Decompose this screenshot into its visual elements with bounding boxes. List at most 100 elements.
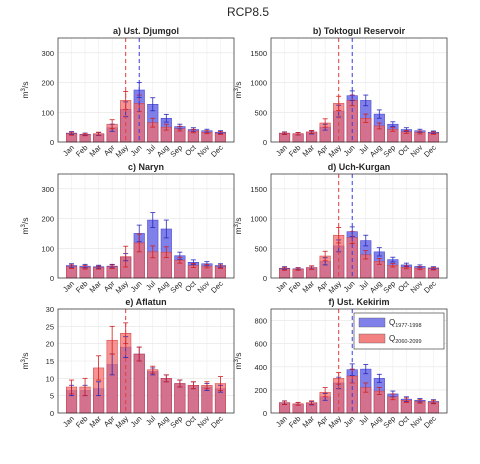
x-tick-label: Aug <box>155 414 171 430</box>
x-tick-label: Mar <box>301 143 317 159</box>
error-bar <box>163 123 169 131</box>
x-tick-label: Sep <box>168 279 184 295</box>
bar-future <box>160 378 172 414</box>
error-bar <box>322 387 328 398</box>
legend: Q1977-1998 Q2060-2099 <box>353 312 445 350</box>
x-tick-label: Jun <box>342 414 357 429</box>
x-tick-label: Jun <box>129 279 144 294</box>
x-tick-label: Feb <box>74 279 90 295</box>
error-bar <box>150 245 156 259</box>
error-bar <box>217 264 223 269</box>
x-tick-label: Nov <box>409 143 425 159</box>
error-bar <box>82 132 88 137</box>
error-bar <box>282 266 288 271</box>
y-tick-label: 5 <box>50 392 54 401</box>
legend-label-baseline: Q1977-1998 <box>389 318 422 329</box>
error-bar <box>96 381 102 397</box>
y-tick-label: 100 <box>41 244 54 253</box>
y-tick-label: 0 <box>263 138 267 147</box>
error-bar <box>163 246 169 258</box>
x-tick-label: Dec <box>209 414 225 430</box>
x-tick-label: Jun <box>129 143 144 158</box>
y-axis-label: m3/s <box>233 81 243 98</box>
x-tick-label: Oct <box>183 278 198 293</box>
error-bar <box>417 130 423 135</box>
error-bar <box>295 267 301 271</box>
x-tick-label: Feb <box>287 414 303 430</box>
x-tick-label: Feb <box>287 279 303 295</box>
error-bar <box>282 400 288 405</box>
error-bar <box>190 381 196 390</box>
y-tick-label: 0 <box>263 409 267 418</box>
error-bar <box>150 97 156 112</box>
x-tick-label: Nov <box>196 279 212 295</box>
error-bar <box>376 387 382 395</box>
error-bar <box>295 132 301 136</box>
x-tick-label: Sep <box>168 143 184 159</box>
error-bar <box>363 364 369 375</box>
x-tick-label: Jun <box>342 279 357 294</box>
legend-swatch-future <box>358 333 386 344</box>
y-tick-label: 10 <box>46 374 54 383</box>
error-bar <box>363 234 369 247</box>
error-bar <box>204 130 210 135</box>
error-bar <box>376 257 382 265</box>
error-bar <box>430 399 436 405</box>
x-tick-label: Jan <box>61 279 76 294</box>
panel-title: c) Naryn <box>128 162 164 172</box>
x-tick-label: Dec <box>422 279 438 295</box>
error-bar <box>430 267 436 271</box>
error-bar <box>217 131 223 135</box>
figure-title: RCP8.5 <box>227 5 269 19</box>
error-bar <box>69 264 75 269</box>
x-tick-label: Jan <box>274 143 289 158</box>
error-bar <box>403 397 409 404</box>
y-tick-label: 200 <box>41 79 54 88</box>
error-bar <box>363 113 369 123</box>
x-tick-label: Dec <box>422 143 438 159</box>
y-tick-label: 25 <box>46 322 54 331</box>
x-tick-label: Jan <box>274 279 289 294</box>
error-bar <box>163 374 169 383</box>
y-tick-label: 100 <box>41 108 54 117</box>
y-tick-label: 15 <box>46 357 54 366</box>
error-bar <box>403 130 409 134</box>
y-tick-label: 20 <box>46 340 54 349</box>
y-tick-label: 200 <box>41 215 54 224</box>
x-tick-label: Sep <box>381 414 397 430</box>
x-tick-label: Sep <box>381 279 397 295</box>
panel-title: b) Toktogul Reservoir <box>313 26 406 36</box>
x-tick-label: Jun <box>342 143 357 158</box>
x-tick-label: Nov <box>409 279 425 295</box>
x-tick-label: Aug <box>368 414 384 430</box>
y-tick-label: 400 <box>254 363 267 372</box>
panel-title: a) Ust. Djumgol <box>113 26 179 36</box>
y-tick-label: 500 <box>254 244 267 253</box>
x-tick-label: Oct <box>183 142 198 157</box>
x-tick-label: Nov <box>196 414 212 430</box>
x-tick-label: Dec <box>422 414 438 430</box>
y-tick-label: 0 <box>263 274 267 283</box>
error-bar <box>309 400 315 405</box>
error-bar <box>430 131 436 135</box>
y-tick-label: 1000 <box>250 215 267 224</box>
x-tick-label: Mar <box>88 279 104 295</box>
error-bar <box>309 130 315 134</box>
y-tick-label: 30 <box>46 305 54 314</box>
error-bar <box>109 119 115 130</box>
error-bar <box>150 365 156 374</box>
y-axis-label: m3/s <box>20 352 30 369</box>
error-bar <box>417 399 423 404</box>
y-axis-label: m3/s <box>233 352 243 369</box>
axes-frame <box>270 308 448 414</box>
x-tick-label: Oct <box>396 278 411 293</box>
error-bar <box>417 266 423 271</box>
x-tick-label: Dec <box>209 143 225 159</box>
bar-future <box>147 369 159 414</box>
error-bar <box>136 346 142 362</box>
